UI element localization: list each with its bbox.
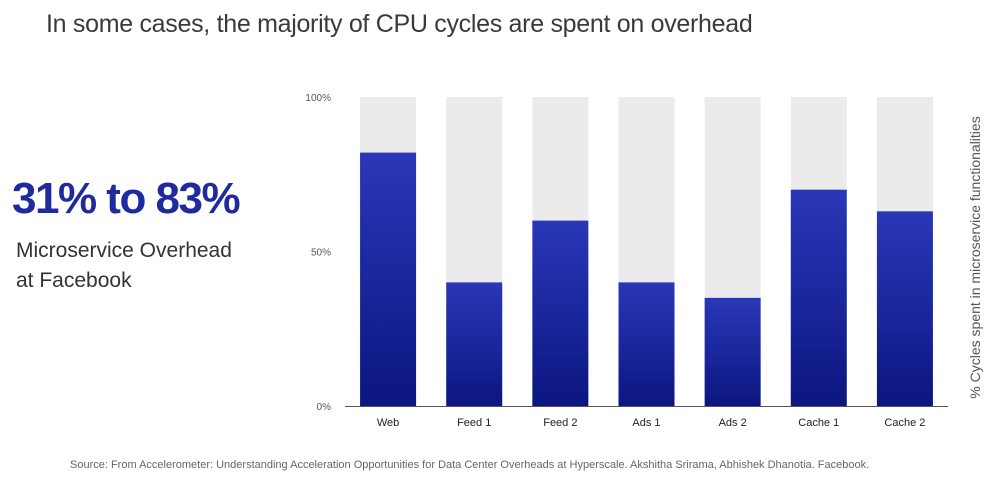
bar-ads-2 [704,297,761,406]
bar-feed-2 [532,220,589,406]
y-axis-ticks: 0% 50% 100% [305,93,331,413]
bars [360,152,933,406]
bar-feed-1 [446,282,503,406]
x-tick-label: Ads 2 [719,417,747,429]
bar-ads-1 [618,282,675,406]
y-tick-label: 0% [317,402,332,413]
y-axis-title: % Cycles spent in microservice functiona… [967,116,983,398]
y-tick-label: 100% [305,93,331,104]
x-tick-label: Ads 1 [632,417,660,429]
bar-cache-1 [790,189,847,406]
slide-title: In some cases, the majority of CPU cycle… [46,10,753,38]
x-axis-labels: Web Feed 1 Feed 2 Ads 1 Ads 2 Cache 1 Cache 2 [377,417,926,429]
x-tick-label: Feed 2 [543,417,577,429]
stat-description-line-2: at Facebook [16,269,132,292]
x-tick-label: Feed 1 [457,417,491,429]
y-tick-label: 50% [311,248,331,259]
headline-stat: 31% to 83% [12,174,241,223]
source-citation: Source: From Accelerometer: Understandin… [70,459,870,471]
stat-description: Microservice Overhead at Facebook [16,236,232,296]
bar-cache-2 [876,211,933,406]
x-tick-label: Cache 2 [884,417,925,429]
stat-description-line-1: Microservice Overhead [16,239,232,262]
x-tick-label: Cache 1 [798,417,839,429]
bar-web [360,152,417,406]
x-tick-label: Web [377,417,399,429]
